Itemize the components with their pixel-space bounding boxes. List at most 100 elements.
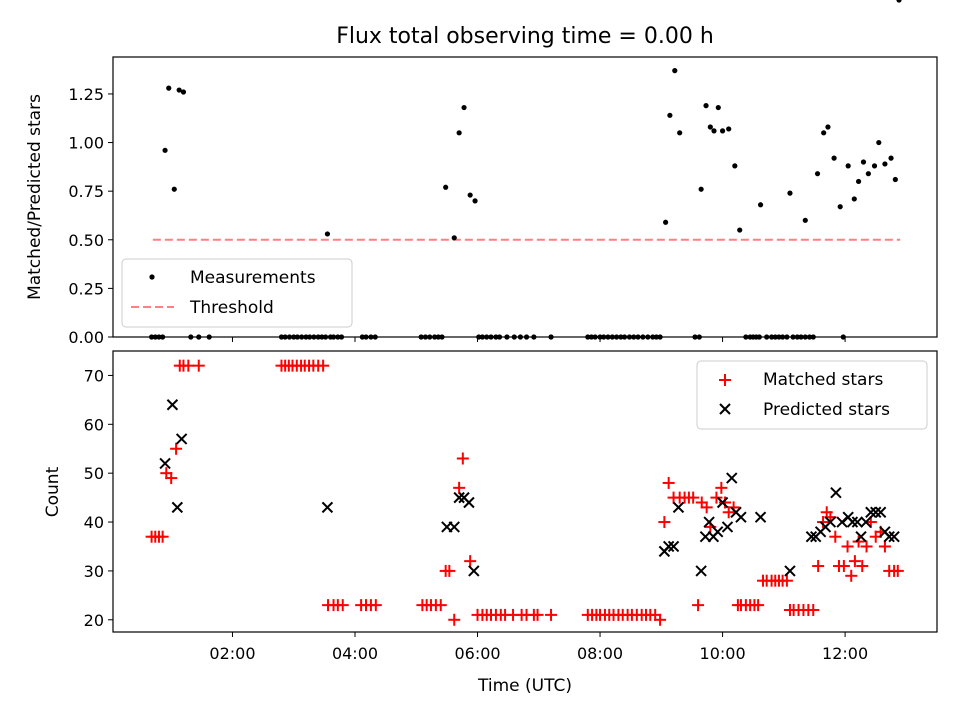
measurement-point <box>860 159 867 165</box>
bottom-y-tick-label: 70 <box>84 366 104 385</box>
predicted-star-point <box>805 530 818 543</box>
measurement-point <box>672 68 678 74</box>
measurement-point <box>825 124 831 130</box>
measurement-point <box>802 217 808 223</box>
bottom-y-tick-label: 50 <box>84 464 104 483</box>
measurement-point <box>451 235 457 241</box>
predicted-star-point <box>874 506 887 518</box>
measurement-point <box>707 124 713 130</box>
measurement-point <box>837 204 843 210</box>
predicted-star-point <box>453 491 465 504</box>
measurement-point <box>180 89 187 95</box>
legend-predicted-label: Predicted stars <box>763 400 890 420</box>
measurement-point <box>757 202 764 208</box>
bottom-legend: Matched stars Predicted stars <box>696 360 928 430</box>
matched-star-point <box>856 560 869 573</box>
predicted-star-point <box>166 399 179 411</box>
predicted-star-point <box>159 457 171 470</box>
matched-star-point <box>829 530 842 543</box>
legend-measurements-label: Measurements <box>190 268 316 288</box>
matched-star-point <box>852 535 865 548</box>
predicted-star-point <box>860 516 872 528</box>
predicted-star-point <box>695 565 707 577</box>
matched-star-point <box>837 560 850 573</box>
matched-star-point <box>848 555 861 568</box>
matched-star-point <box>156 530 169 543</box>
legend-threshold-label: Threshold <box>189 298 274 318</box>
top-y-tick-label: 1.00 <box>68 134 104 153</box>
measurement-point <box>715 104 721 111</box>
measurement-point <box>719 128 726 134</box>
measurement-point <box>732 163 738 169</box>
measurement-point <box>472 198 478 204</box>
predicted-star-point <box>865 506 877 518</box>
measurement-point <box>871 163 878 169</box>
measurement-point <box>162 147 168 153</box>
matched-star-point <box>878 540 891 553</box>
measurement-point <box>876 139 882 146</box>
predicted-star-point <box>721 521 734 533</box>
measurement-point <box>892 176 898 183</box>
bottom-y-axis-label: Count <box>43 466 63 517</box>
matched-star-point <box>443 564 456 577</box>
matched-star-point <box>812 560 825 573</box>
matched-star-point <box>700 501 713 514</box>
matched-star-point <box>727 501 740 514</box>
matched-star-point <box>434 599 447 612</box>
matched-star-point <box>891 564 904 577</box>
measurement-point <box>726 126 732 132</box>
legend-measurements-marker <box>149 274 155 280</box>
predicted-star-point <box>463 496 475 509</box>
predicted-star-point <box>321 501 334 514</box>
predicted-star-point <box>855 530 867 543</box>
predicted-star-point <box>662 540 675 553</box>
predicted-star-point <box>716 496 729 509</box>
measurement-point <box>324 231 331 237</box>
matched-star-point <box>654 613 667 626</box>
matched-star-point <box>170 442 183 455</box>
matched-star-point <box>715 481 728 494</box>
bottom-plot-frame <box>112 350 938 633</box>
measurement-point <box>814 171 821 177</box>
matched-star-point <box>531 608 544 621</box>
matched-star-point <box>662 476 675 489</box>
predicted-star-point <box>703 516 715 528</box>
x-axis-label: Time (UTC) <box>477 676 572 696</box>
measurement-point <box>176 87 182 93</box>
top-y-tick-label: 0.25 <box>68 279 104 298</box>
legend-matched-marker <box>719 374 731 386</box>
bottom-y-tick-label: 20 <box>84 611 104 630</box>
predicted-star-point <box>824 516 837 528</box>
x-tick-label: 12:00 <box>822 644 868 663</box>
matched-star-point <box>860 540 873 553</box>
matched-star-point <box>317 359 330 372</box>
bottom-y-tick-label: 30 <box>84 562 104 581</box>
matched-star-point <box>336 599 349 612</box>
measurement-point <box>882 161 888 167</box>
bottom-y-tick-label: 60 <box>84 415 104 434</box>
predicted-star-point <box>870 506 882 518</box>
measurement-point <box>166 85 172 91</box>
top-y-axis-label: Matched/Predicted stars <box>25 94 45 300</box>
matched-star-point <box>841 540 854 553</box>
x-tick-label: 06:00 <box>454 644 500 663</box>
matched-star-point <box>817 516 830 529</box>
measurement-point <box>667 112 673 118</box>
predicted-star-point <box>754 511 767 523</box>
predicted-star-point <box>846 516 859 528</box>
measurement-point <box>896 0 902 3</box>
predicted-star-point <box>448 521 460 533</box>
matched-star-point <box>845 569 858 582</box>
measurement-point <box>787 190 793 196</box>
matched-star-point <box>719 496 732 509</box>
matched-star-point <box>165 472 178 485</box>
x-tick-label: 10:00 <box>700 644 746 663</box>
top-legend: Measurements Threshold <box>121 258 353 328</box>
top-y-tick-label: 1.25 <box>68 85 104 104</box>
matched-star-point <box>752 599 765 612</box>
measurement-point <box>467 192 473 198</box>
measurement-point <box>845 163 851 169</box>
measurement-point <box>831 155 837 161</box>
x-tick-label: 04:00 <box>332 644 378 663</box>
measurement-point <box>711 128 717 134</box>
